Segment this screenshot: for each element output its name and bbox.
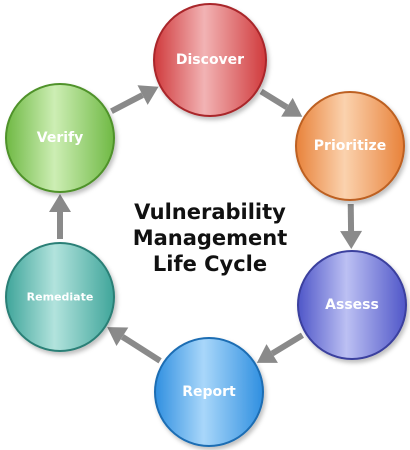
node-assess-circle	[297, 250, 407, 360]
title-line-1: Vulnerability	[134, 200, 286, 224]
node-report-circle	[154, 337, 264, 447]
cycle-arrow	[49, 194, 71, 239]
node-report: Report	[154, 337, 264, 447]
cycle-arrow	[107, 327, 162, 364]
node-remediate: Remediate	[5, 242, 115, 352]
node-discover-circle	[153, 3, 267, 117]
node-prioritize: Prioritize	[295, 91, 405, 201]
cycle-arrow	[340, 203, 363, 250]
node-report-label: Report	[182, 384, 236, 400]
cycle-arrow	[110, 85, 159, 114]
node-prioritize-circle	[295, 91, 405, 201]
title-line-3: Life Cycle	[152, 252, 268, 276]
node-assess-label: Assess	[325, 297, 379, 313]
cycle-arrow	[259, 88, 303, 117]
node-remediate-label: Remediate	[27, 291, 94, 304]
title-line-2: Management	[132, 226, 288, 250]
node-remediate-circle	[5, 242, 115, 352]
node-verify-circle	[5, 83, 115, 193]
cycle-arrow	[256, 332, 305, 363]
center-title: Vulnerability Management Life Cycle	[95, 199, 325, 277]
node-assess: Assess	[297, 250, 407, 360]
node-discover-label: Discover	[176, 52, 244, 68]
node-verify: Verify	[5, 83, 115, 193]
node-discover: Discover	[153, 3, 267, 117]
node-verify-label: Verify	[37, 130, 83, 146]
node-prioritize-label: Prioritize	[314, 138, 386, 154]
